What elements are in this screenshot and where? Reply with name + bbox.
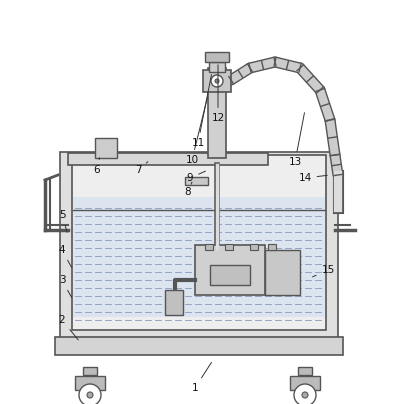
Bar (203, 70, 231, 92)
Bar (268, 244, 276, 250)
Circle shape (215, 79, 219, 83)
Bar (195, 245, 265, 295)
Text: 4: 4 (59, 245, 72, 267)
Text: 12: 12 (211, 65, 224, 123)
Text: 9: 9 (187, 171, 205, 183)
Bar (205, 244, 213, 250)
Text: 6: 6 (94, 158, 100, 175)
Text: 1: 1 (192, 362, 211, 393)
Text: 7: 7 (135, 162, 148, 175)
Bar (73, 197, 325, 317)
Circle shape (79, 384, 101, 404)
Text: 14: 14 (298, 173, 327, 183)
Text: 11: 11 (191, 75, 211, 148)
Bar (185, 177, 208, 185)
Text: 15: 15 (312, 265, 335, 277)
Bar (95, 138, 117, 158)
Bar (205, 52, 229, 62)
Bar (298, 367, 312, 375)
Text: 3: 3 (59, 275, 72, 298)
Text: 10: 10 (185, 98, 207, 165)
Circle shape (294, 384, 316, 404)
Bar (250, 244, 258, 250)
Circle shape (211, 75, 223, 87)
Text: 8: 8 (185, 182, 192, 197)
Bar (290, 376, 320, 390)
Bar (60, 152, 338, 340)
Bar (265, 250, 300, 295)
Text: 5: 5 (59, 210, 67, 232)
Text: 13: 13 (289, 113, 304, 167)
Text: 2: 2 (59, 315, 78, 340)
Bar (72, 155, 326, 330)
Bar (68, 153, 268, 165)
Circle shape (87, 392, 93, 398)
Bar (209, 62, 225, 72)
Bar (165, 290, 183, 315)
Bar (210, 265, 250, 285)
Bar (75, 376, 105, 390)
Bar (225, 244, 233, 250)
Bar (55, 337, 343, 355)
Circle shape (302, 392, 308, 398)
Bar (208, 68, 226, 158)
Bar (83, 367, 97, 375)
